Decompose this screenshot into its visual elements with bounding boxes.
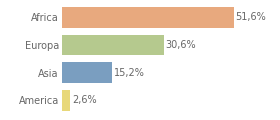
Bar [62,35,164,55]
Bar [62,62,112,83]
Text: 51,6%: 51,6% [235,12,266,22]
Text: 15,2%: 15,2% [114,68,145,78]
Bar [62,7,234,28]
Text: 2,6%: 2,6% [72,95,97,105]
Bar [62,90,70,111]
Text: 30,6%: 30,6% [165,40,196,50]
